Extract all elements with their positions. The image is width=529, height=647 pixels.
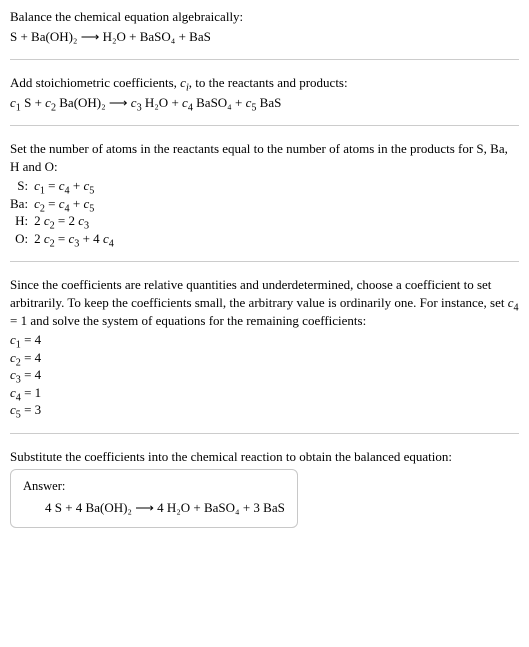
table-row: H: 2 c2 = 2 c3 — [10, 212, 118, 230]
divider-2 — [10, 125, 519, 126]
table-row: Ba: c2 = c4 + c5 — [10, 195, 118, 213]
t5: BaS — [256, 95, 281, 110]
equation-cell: c1 = c4 + c5 — [34, 177, 118, 195]
coeff-line: c2 = 4 — [10, 349, 519, 367]
text: 2 — [34, 231, 44, 246]
answer-box: Answer: 4 S + 4 Ba(OH)₂ ⟶ 4 H₂O + BaSO₄ … — [10, 469, 298, 527]
text: = 2 — [55, 213, 79, 228]
table-row: S: c1 = c4 + c5 — [10, 177, 118, 195]
section-add-coefficients: Add stoichiometric coefficients, ci, to … — [10, 74, 519, 111]
divider-4 — [10, 433, 519, 434]
element-label: Ba: — [10, 195, 34, 213]
text: + 4 — [79, 231, 103, 246]
coeff-line: c5 = 3 — [10, 401, 519, 419]
text: = 1 and solve the system of equations fo… — [10, 313, 366, 328]
t1: S + — [21, 95, 45, 110]
add-coeff-intro: Add stoichiometric coefficients, ci, to … — [10, 74, 519, 92]
element-label: H: — [10, 212, 34, 230]
answer-label: Answer: — [23, 478, 285, 495]
text: + — [70, 178, 84, 193]
equation-cell: c2 = c4 + c5 — [34, 195, 118, 213]
rhs: = 4 — [21, 332, 41, 347]
coeff-line: c1 = 4 — [10, 331, 519, 349]
t2: Ba(OH)₂ ⟶ — [56, 95, 131, 110]
element-label: S: — [10, 177, 34, 195]
problem-equation: S + Ba(OH)₂ ⟶ H₂O + BaSO₄ + BaS — [10, 28, 519, 46]
coeff-line: c4 = 1 — [10, 384, 519, 402]
divider-1 — [10, 59, 519, 60]
problem-line-1: Balance the chemical equation algebraica… — [10, 8, 519, 26]
text: , to the reactants and products: — [189, 75, 348, 90]
text: Add stoichiometric coefficients, — [10, 75, 180, 90]
sub: 4 — [514, 303, 519, 314]
rhs: = 1 — [21, 385, 41, 400]
rhs: = 3 — [21, 402, 41, 417]
text: 2 — [34, 213, 44, 228]
table-row: O: 2 c2 = c3 + 4 c4 — [10, 230, 118, 248]
text: = — [45, 196, 59, 211]
section-problem: Balance the chemical equation algebraica… — [10, 8, 519, 45]
section-solve: Since the coefficients are relative quan… — [10, 276, 519, 418]
sub: 5 — [89, 203, 94, 214]
coeff-line: c3 = 4 — [10, 366, 519, 384]
equation-cell: 2 c2 = 2 c3 — [34, 212, 118, 230]
atom-balance-table: S: c1 = c4 + c5 Ba: c2 = c4 + c5 H: 2 c2… — [10, 177, 118, 247]
element-label: O: — [10, 230, 34, 248]
sub: 4 — [109, 239, 114, 250]
text: = — [55, 231, 69, 246]
balanced-equation: 4 S + 4 Ba(OH)₂ ⟶ 4 H₂O + BaSO₄ + 3 BaS — [23, 499, 285, 517]
text: Since the coefficients are relative quan… — [10, 277, 508, 310]
t3: H₂O + — [142, 95, 182, 110]
text: + — [70, 196, 84, 211]
coeff-equation: c1 S + c2 Ba(OH)₂ ⟶ c3 H₂O + c4 BaSO₄ + … — [10, 94, 519, 112]
text: = — [45, 178, 59, 193]
equation-cell: 2 c2 = c3 + 4 c4 — [34, 230, 118, 248]
divider-3 — [10, 261, 519, 262]
section-answer: Substitute the coefficients into the che… — [10, 448, 519, 528]
rhs: = 4 — [21, 367, 41, 382]
atom-balance-intro: Set the number of atoms in the reactants… — [10, 140, 519, 175]
coefficient-solution-list: c1 = 4 c2 = 4 c3 = 4 c4 = 1 c5 = 3 — [10, 331, 519, 419]
rhs: = 4 — [21, 350, 41, 365]
answer-intro: Substitute the coefficients into the che… — [10, 448, 519, 466]
t4: BaSO₄ + — [193, 95, 246, 110]
solve-paragraph: Since the coefficients are relative quan… — [10, 276, 519, 329]
section-atom-balance: Set the number of atoms in the reactants… — [10, 140, 519, 247]
